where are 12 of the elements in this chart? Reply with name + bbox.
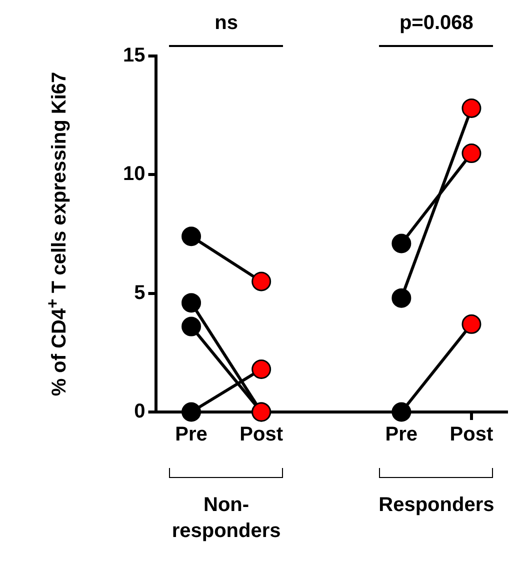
x-tick-label: Post [450, 424, 494, 446]
text: Responders [378, 493, 496, 518]
y-tick-label: 10 [122, 163, 146, 186]
x-tick-label: Pre [175, 424, 208, 446]
text: Non-responders [170, 493, 282, 544]
y-tick-label: 5 [134, 282, 146, 304]
x-tick-label: Post [240, 424, 284, 446]
x-tick-label: Pre [385, 424, 418, 446]
text: ns [214, 11, 239, 36]
text: p=0.068 [398, 11, 474, 36]
y-tick-label: 0 [134, 400, 146, 423]
y-tick-label: 15 [122, 44, 146, 67]
